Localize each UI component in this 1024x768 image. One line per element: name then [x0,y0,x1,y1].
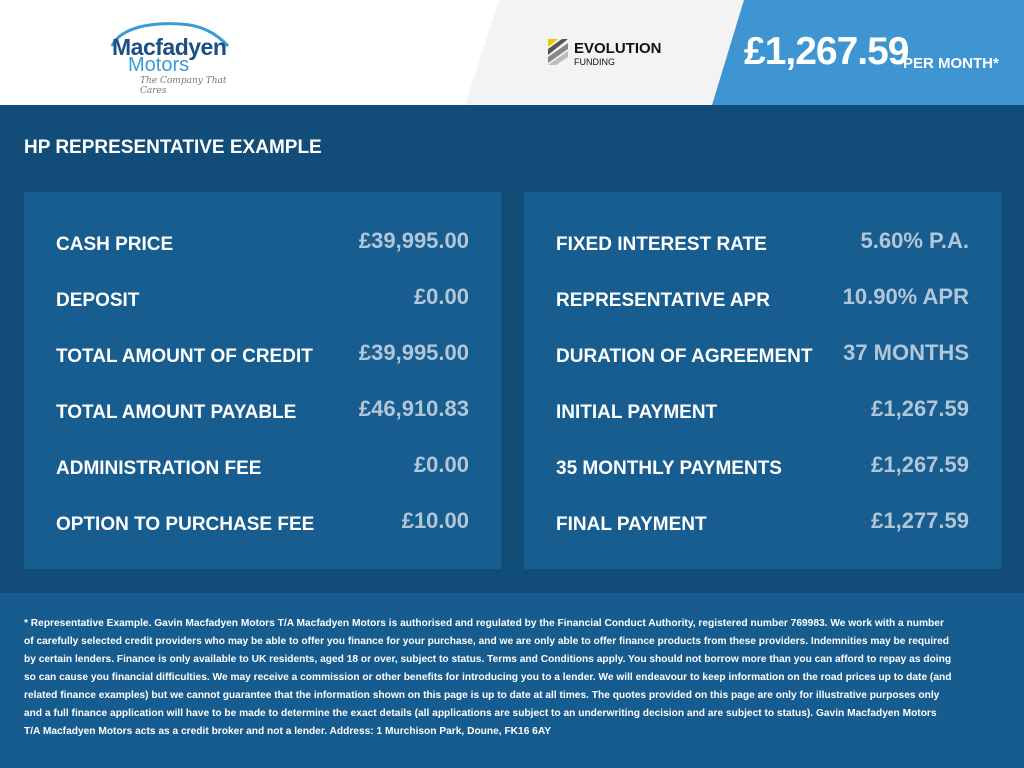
finance-row: TOTAL AMOUNT OF CREDIT £39,995.00 [56,340,469,370]
finance-row: ADMINISTRATION FEE £0.00 [56,452,469,482]
row-value: £1,277.59 [871,508,969,533]
row-value: £10.00 [401,508,469,533]
funder-subname: FUNDING [574,57,615,67]
row-label: FINAL PAYMENT [556,514,707,535]
row-label: REPRESENTATIVE APR [556,290,770,311]
row-label: TOTAL AMOUNT PAYABLE [56,402,297,423]
row-label: 35 MONTHLY PAYMENTS [556,458,782,479]
row-label: TOTAL AMOUNT OF CREDIT [56,346,313,367]
finance-row: OPTION TO PURCHASE FEE £10.00 [56,508,469,538]
finance-row: CASH PRICE £39,995.00 [56,228,469,258]
row-label: ADMINISTRATION FEE [56,458,262,479]
row-label: DURATION OF AGREEMENT [556,346,813,367]
finance-row: 35 MONTHLY PAYMENTS £1,267.59 [556,452,969,482]
row-value: 5.60% P.A. [860,228,969,253]
logo-text: Motors [128,54,190,76]
row-value: £1,267.59 [871,396,969,421]
finance-row: INITIAL PAYMENT £1,267.59 [556,396,969,426]
funder-name: EVOLUTION [574,40,662,57]
finance-row: REPRESENTATIVE APR 10.90% APR [556,284,969,314]
row-label: CASH PRICE [56,234,174,255]
page-title: HP REPRESENTATIVE EXAMPLE [24,137,322,158]
dealer-logo[interactable]: Macfadyen Motors The Company That Cares [110,18,240,96]
finance-row: FIXED INTEREST RATE 5.60% P.A. [556,228,969,258]
row-value: £39,995.00 [358,228,469,253]
row-value: £1,267.59 [871,452,969,477]
row-value: £39,995.00 [358,340,469,365]
per-month-label: PER MONTH* [903,55,999,72]
car-outline-icon [110,22,230,48]
row-value: £0.00 [413,284,469,309]
row-value: £0.00 [413,452,469,477]
header: Macfadyen Motors The Company That Cares … [0,0,1024,105]
row-label: FIXED INTEREST RATE [556,234,767,255]
finance-row: DURATION OF AGREEMENT 37 MONTHS [556,340,969,370]
logo-text: Macfadyen [112,34,227,60]
disclaimer-footer: * Representative Example. Gavin Macfadye… [0,593,1024,768]
finance-row: TOTAL AMOUNT PAYABLE £46,910.83 [56,396,469,426]
evolution-stripes-icon [548,39,568,65]
right-finance-panel: FIXED INTEREST RATE 5.60% P.A. REPRESENTAT… [524,192,1001,569]
monthly-price: £1,267.59 [744,30,910,73]
finance-row: FINAL PAYMENT £1,277.59 [556,508,969,538]
price-band [712,0,1024,105]
row-label: DEPOSIT [56,290,140,311]
row-value: £46,910.83 [358,396,469,421]
finance-row: DEPOSIT £0.00 [56,284,469,314]
funder-band [465,0,765,105]
logo-tagline: The Company That Cares [140,76,227,96]
row-label: OPTION TO PURCHASE FEE [56,514,315,535]
disclaimer-text: * Representative Example. Gavin Macfadye… [24,618,952,737]
row-label: INITIAL PAYMENT [556,402,718,423]
funder-logo: EVOLUTION FUNDING [544,37,662,72]
left-finance-panel: CASH PRICE £39,995.00 DEPOSIT £0.00 TOTAL AM… [24,192,501,569]
row-value: 10.90% APR [842,284,969,309]
row-value: 37 MONTHS [843,340,969,365]
